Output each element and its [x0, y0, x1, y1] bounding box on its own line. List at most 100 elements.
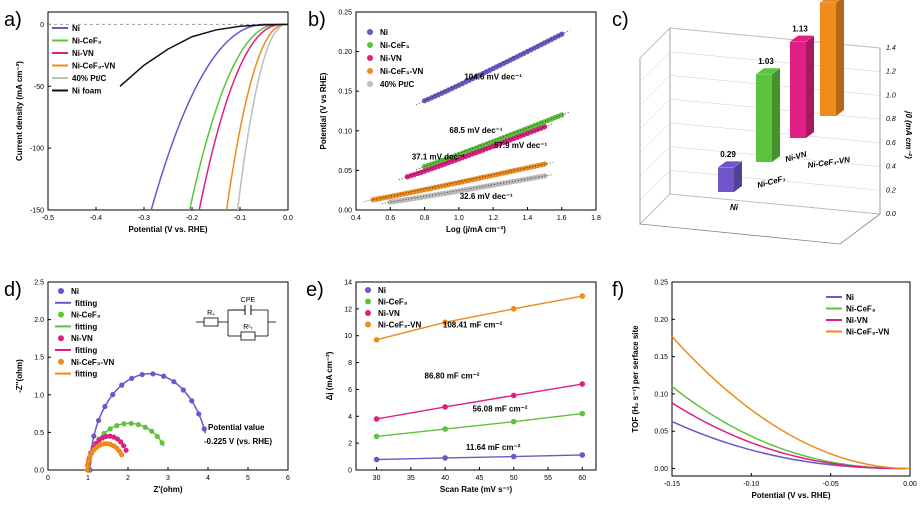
data-point	[121, 421, 127, 427]
legend-label: fitting	[75, 322, 97, 331]
legend-label: Ni foam	[72, 87, 101, 96]
x-tick-label: 60	[578, 475, 586, 482]
x-tick-label: 0.8	[420, 215, 430, 222]
x-tick-label: -0.1	[234, 215, 246, 222]
data-point	[129, 375, 135, 381]
y-axis-label: Δj (mA cm⁻²)	[325, 351, 334, 400]
rs-label: Rₛ	[207, 310, 215, 317]
legend-label: Ni-CeF₃	[72, 37, 102, 46]
bar-side-1	[772, 68, 780, 162]
x-tick-label: 5	[246, 475, 250, 482]
data-point	[91, 433, 97, 439]
x-tick-label: 2	[126, 475, 130, 482]
data-point	[161, 373, 167, 379]
x-tick-label: 0.0	[283, 215, 293, 222]
bar-front-2	[790, 41, 806, 138]
z-tick-label: 0.8	[886, 116, 896, 123]
data-point	[180, 387, 186, 393]
x-tick-label: 1.6	[557, 215, 567, 222]
tof-curve	[671, 420, 906, 470]
series-line	[376, 412, 583, 438]
data-point	[87, 453, 93, 460]
bar-front-3	[820, 2, 836, 116]
data-point	[171, 379, 177, 385]
slope-annotation: 32.6 mV dec⁻¹	[460, 192, 513, 201]
bar-value-label: 0.29	[720, 150, 736, 159]
data-point	[510, 453, 517, 460]
data-point	[442, 404, 448, 410]
z-tick-label: 0.0	[886, 211, 896, 218]
x-tick-label: 0.4	[351, 215, 361, 222]
data-point	[103, 433, 109, 440]
legend-marker	[367, 42, 373, 48]
x-tick-label: 6	[286, 475, 290, 482]
plot-frame	[47, 11, 289, 211]
bar-top-3	[819, 0, 840, 3]
legend-label: Ni	[72, 24, 80, 33]
data-point	[84, 467, 90, 473]
legend-marker	[58, 358, 64, 365]
series-line-ni-cef3	[188, 23, 288, 211]
x-tick-label: 1.4	[523, 215, 533, 222]
z-tick-label: 0.4	[886, 164, 896, 171]
data-point	[541, 124, 548, 130]
y-tick-label: 0.15	[654, 354, 668, 361]
y-tick-label: 2.5	[34, 280, 44, 287]
y-tick-label: 0.10	[654, 391, 668, 398]
data-point	[579, 381, 586, 387]
y-tick-label: 0.10	[338, 128, 352, 135]
grid-line	[669, 170, 881, 191]
panel-label: b)	[308, 9, 326, 31]
y-tick-label: 0.20	[654, 317, 668, 324]
legend-label: Ni-CeF₃	[846, 305, 876, 314]
y-tick-label: 0.05	[654, 429, 668, 436]
series-line-40-pt-c	[236, 23, 288, 211]
bar-front-1	[756, 74, 772, 162]
x-tick-label: 30	[373, 475, 381, 482]
y-tick-label: -50	[34, 84, 44, 91]
legend-label: Ni-VN	[846, 316, 868, 325]
x-tick-label: 3	[166, 475, 170, 482]
data-point	[95, 417, 102, 424]
series-line-ni-vn	[198, 23, 288, 211]
legend-marker	[367, 55, 373, 61]
y-axis-label: TOF (H₂ s⁻¹) per serface site	[631, 325, 640, 433]
cpe-label: CPE	[241, 297, 256, 304]
data-point	[135, 421, 141, 428]
data-point	[149, 428, 155, 434]
z-tick-label: 1.2	[886, 69, 896, 76]
y-tick-label: 0	[40, 22, 44, 29]
slope-annotation: 37.1 mV dec⁻¹	[412, 152, 465, 161]
slope-annotation: 57.9 mV dec⁻¹	[494, 141, 547, 150]
floor-edge	[639, 213, 881, 245]
grid-line	[639, 122, 671, 154]
data-point	[373, 456, 380, 463]
x-tick-label: 55	[544, 475, 552, 482]
bar-value-label: 1.13	[792, 25, 808, 34]
data-point	[150, 371, 156, 377]
x-axis-label: Scan Rate (mV s⁻¹)	[440, 485, 513, 494]
legend-label: Ni-CeF₃-VN	[378, 321, 421, 330]
panel-f: -0.15 -0.10 -0.05 0.00 0.00 0.05 0.10 0.15 0.20 0…	[612, 279, 917, 500]
legend-label: Ni	[378, 286, 386, 295]
series-line	[376, 454, 583, 461]
bar-value-label: 1.03	[758, 57, 774, 66]
legend-marker	[365, 321, 371, 328]
category-label: Ni-VN	[784, 150, 808, 164]
series-line-ni-foam	[119, 23, 289, 87]
z-tick-label: 1.4	[886, 45, 896, 52]
legend-label: 40% Pt/C	[380, 80, 414, 89]
data-point	[373, 416, 380, 422]
tof-curve	[671, 385, 906, 470]
series-line-ni-cef3-vn	[225, 23, 288, 211]
x-tick-label: -0.4	[90, 215, 102, 222]
y-tick-label: 0	[348, 468, 352, 475]
data-point	[102, 403, 108, 410]
x-tick-label: -0.3	[138, 215, 150, 222]
data-point	[579, 452, 586, 458]
slope-annotation: 68.5 mV dec⁻¹	[449, 126, 502, 135]
x-tick-label: 50	[510, 475, 518, 482]
y-tick-label: 1.5	[34, 355, 44, 362]
y-tick-label: 10	[344, 333, 352, 340]
z-axis-label: j0 (mA cm⁻²)	[904, 110, 913, 159]
